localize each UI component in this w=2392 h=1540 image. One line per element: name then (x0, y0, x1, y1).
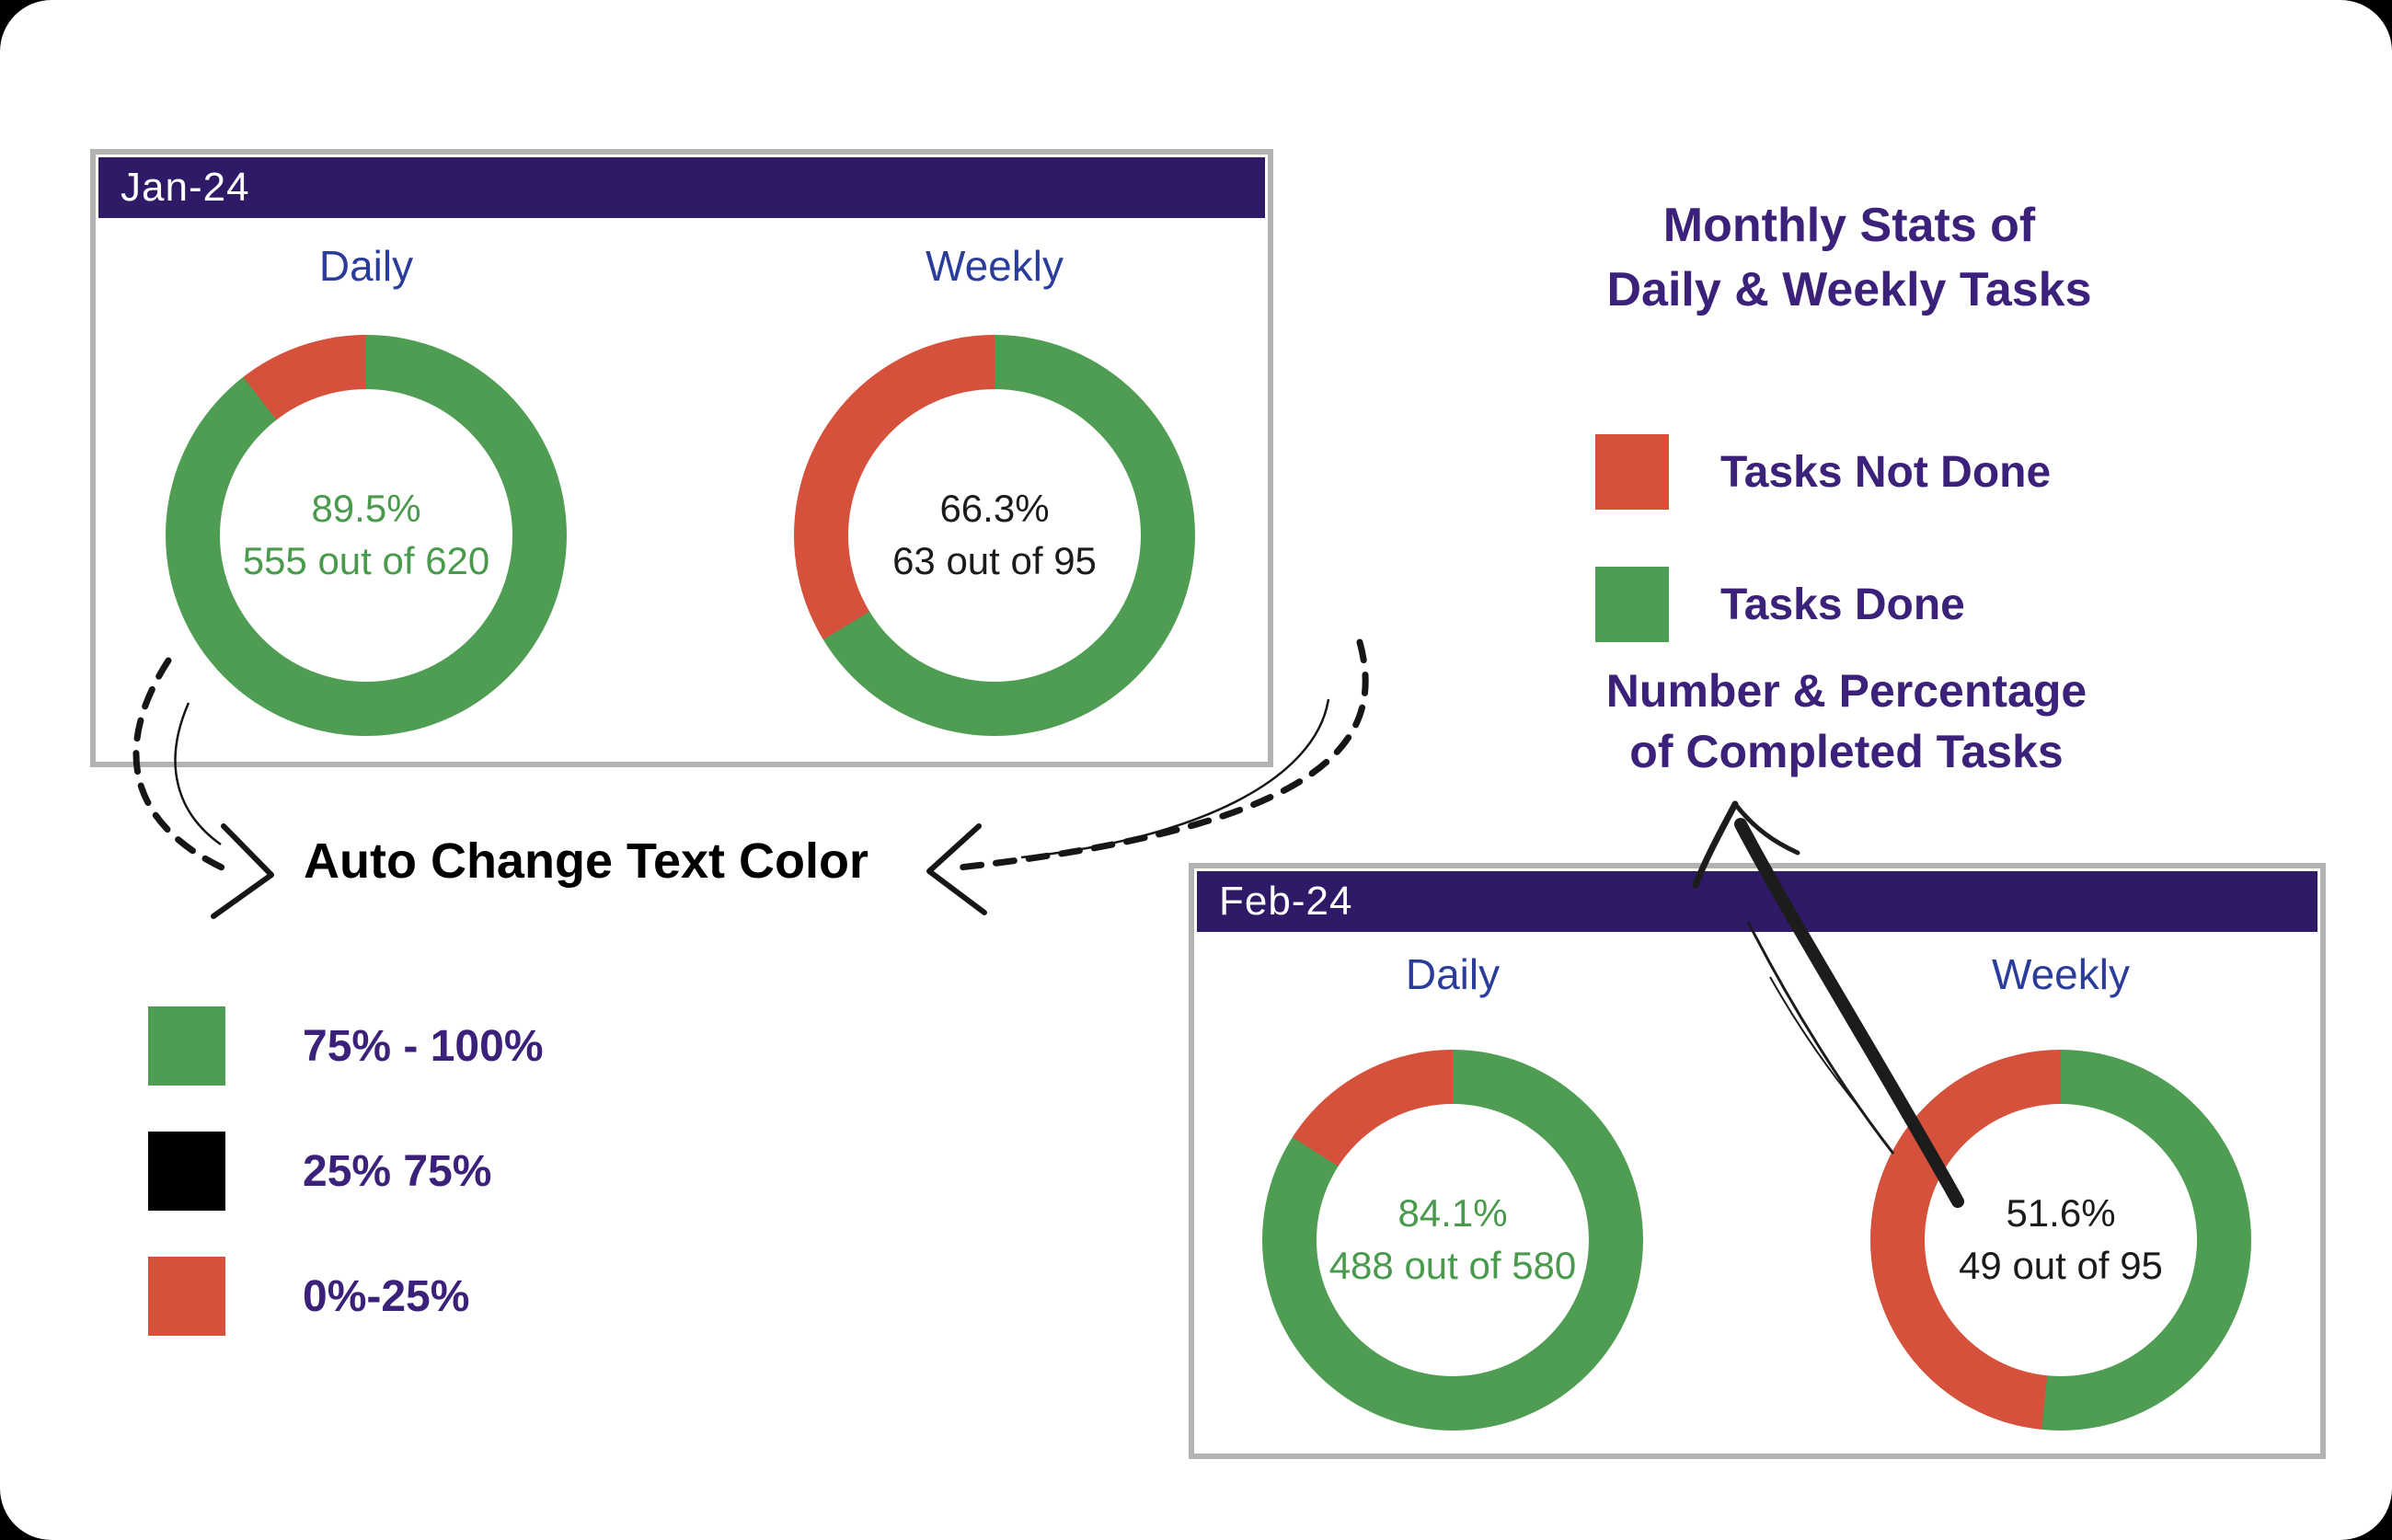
threshold-red-swatch (148, 1257, 225, 1336)
donut-jan-weekly-center: 66.3% 63 out of 95 (848, 389, 1141, 682)
donut-feb-weekly: 51.6% 49 out of 95 (1870, 1050, 2251, 1431)
done-swatch (1595, 567, 1669, 642)
panel-feb-header: Feb-24 (1197, 871, 2317, 932)
donut-jan-daily: 89.5% 555 out of 620 (166, 335, 567, 736)
note-line2: of Completed Tasks (1629, 726, 2064, 777)
done-label: Tasks Done (1720, 580, 1965, 629)
donut-feb-daily-count: 488 out of 580 (1328, 1244, 1577, 1287)
jan-weekly-label: Weekly (926, 242, 1064, 290)
main-title-line1: Monthly Stats of (1662, 199, 2036, 252)
threshold-black-label: 25% 75% (303, 1146, 492, 1196)
donut-jan-weekly: 66.3% 63 out of 95 (794, 335, 1195, 736)
donut-feb-weekly-count: 49 out of 95 (1959, 1244, 2163, 1287)
main-title-line2: Daily & Weekly Tasks (1606, 263, 2092, 317)
not-done-swatch (1595, 434, 1669, 510)
panel-jan-header: Jan-24 (98, 157, 1265, 218)
legend-row-not-done: Tasks Not Done (1595, 434, 2051, 510)
note-line1: Number & Percentage (1605, 665, 2087, 717)
donut-jan-daily-center: 89.5% 555 out of 620 (220, 389, 512, 682)
jan-daily-label: Daily (318, 242, 414, 290)
donut-jan-daily-percentage: 89.5% (311, 487, 421, 531)
donut-feb-daily-center: 84.1% 488 out of 580 (1317, 1104, 1589, 1376)
feb-daily-label: Daily (1405, 950, 1501, 998)
legend-row-done: Tasks Done (1595, 567, 1965, 642)
not-done-label: Tasks Not Done (1720, 447, 2052, 497)
panel-jan-title: Jan-24 (121, 165, 250, 210)
donut-feb-weekly-center: 51.6% 49 out of 95 (1925, 1104, 2197, 1376)
donut-jan-weekly-count: 63 out of 95 (892, 539, 1097, 582)
threshold-green-swatch (148, 1006, 225, 1086)
threshold-red-label: 0%-25% (303, 1271, 470, 1321)
donut-feb-daily: 84.1% 488 out of 580 (1262, 1050, 1643, 1431)
threshold-row-red: 0%-25% (148, 1257, 469, 1336)
threshold-black-swatch (148, 1132, 225, 1211)
feb-weekly-label: Weekly (1992, 950, 2130, 998)
donut-jan-weekly-percentage: 66.3% (939, 487, 1050, 531)
panel-feb-title: Feb-24 (1219, 879, 1353, 924)
donut-feb-weekly-percentage: 51.6% (2006, 1191, 2116, 1235)
threshold-row-black: 25% 75% (148, 1132, 491, 1211)
threshold-row-green: 75% - 100% (148, 1006, 544, 1086)
auto-change-text-label: Auto Change Text Color (304, 833, 868, 889)
donut-feb-daily-percentage: 84.1% (1397, 1191, 1508, 1235)
threshold-green-label: 75% - 100% (303, 1021, 544, 1071)
donut-jan-daily-count: 555 out of 620 (242, 539, 490, 582)
main-title: Monthly Stats of Daily & Weekly Tasks (1435, 193, 2263, 322)
